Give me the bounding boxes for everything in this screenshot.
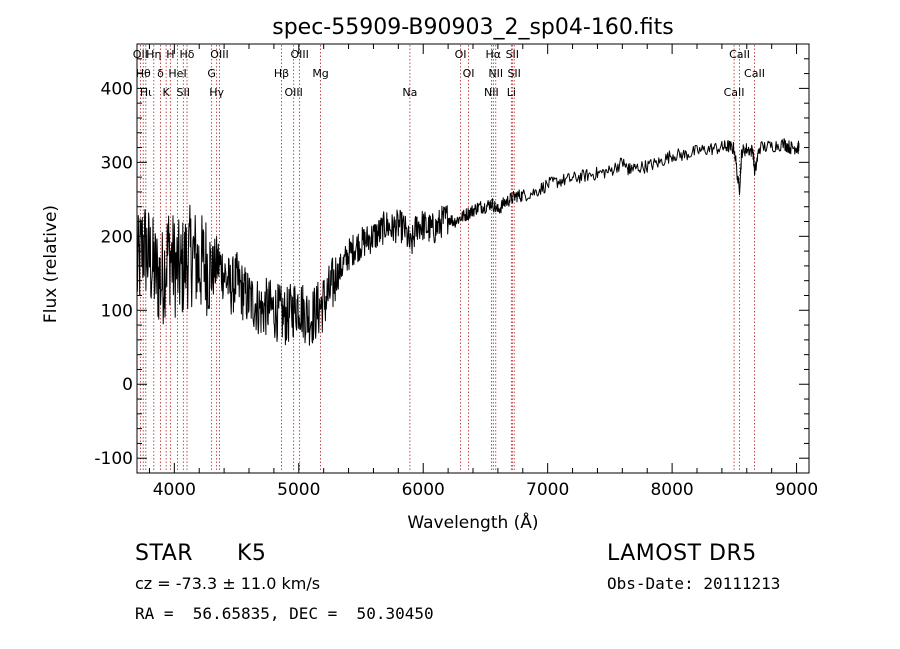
line-label: CaII xyxy=(724,86,745,99)
spectrum-line xyxy=(136,138,800,346)
line-label: Hη xyxy=(146,48,161,61)
spectral-line-labels: OIIHθHιHηδKHHeISIIHδGHγOIIIHβOIIIOIIIMgN… xyxy=(133,48,765,99)
y-tick-label: -100 xyxy=(94,449,133,469)
x-tick-label: 7000 xyxy=(526,480,569,500)
spectrum-chart: spec-55909-B90903_2_sp04-160.fits OIIHθH… xyxy=(41,15,818,533)
line-label: OI xyxy=(455,48,467,61)
x-tick-label: 8000 xyxy=(650,480,693,500)
line-label: Hβ xyxy=(274,67,289,80)
line-label: SII xyxy=(507,67,520,80)
x-tick-labels: 4000 5000 6000 7000 8000 9000 xyxy=(153,480,818,500)
y-tick-label: 0 xyxy=(122,375,133,395)
line-label: NII xyxy=(484,86,499,99)
line-label: Hθ xyxy=(136,67,151,80)
line-label: Hα xyxy=(486,48,502,61)
line-label: Mg xyxy=(312,67,328,80)
x-tick-label: 4000 xyxy=(153,480,196,500)
coordinates-text: RA = 56.65835, DEC = 50.30450 xyxy=(135,604,434,623)
redshift-text: cz = -73.3 ± 11.0 km/s xyxy=(135,574,321,593)
x-tick-label: 6000 xyxy=(402,480,445,500)
line-label: OIII xyxy=(290,48,308,61)
line-label: Na xyxy=(402,86,417,99)
x-tick-label: 5000 xyxy=(277,480,320,500)
axis-ticks xyxy=(137,44,809,473)
y-tick-label: 400 xyxy=(101,79,133,99)
line-label: SII xyxy=(506,48,519,61)
y-tick-labels: -100 0 100 200 300 400 xyxy=(94,79,133,469)
line-label: δ xyxy=(157,67,164,80)
line-label: Li xyxy=(507,86,516,99)
line-label: CaII xyxy=(729,48,750,61)
spectrum-line-group xyxy=(136,138,800,346)
x-tick-label: 9000 xyxy=(775,480,818,500)
line-label: OIII xyxy=(284,86,302,99)
plot-frame xyxy=(136,43,810,474)
object-subclass: K5 xyxy=(237,541,267,566)
line-label: NII xyxy=(488,67,503,80)
line-label: Hδ xyxy=(180,48,195,61)
y-tick-label: 300 xyxy=(101,153,133,173)
line-label: OI xyxy=(463,67,475,80)
obs-date-text: Obs-Date: 20111213 xyxy=(607,574,781,593)
object-class: STAR xyxy=(135,541,194,566)
line-label: Hγ xyxy=(209,86,224,99)
survey-label: LAMOST DR5 xyxy=(607,541,757,566)
line-label: H xyxy=(166,48,174,61)
line-label: K xyxy=(163,86,171,99)
line-label: HeI xyxy=(168,67,186,80)
chart-title: spec-55909-B90903_2_sp04-160.fits xyxy=(272,15,674,40)
y-tick-label: 200 xyxy=(101,227,133,247)
line-label: Hι xyxy=(140,86,152,99)
line-label: SII xyxy=(177,86,190,99)
y-axis-label: Flux (relative) xyxy=(41,205,61,323)
x-axis-label: Wavelength (Å) xyxy=(407,511,538,533)
y-tick-label: 100 xyxy=(101,301,133,321)
line-label: G xyxy=(207,67,216,80)
line-label: CaII xyxy=(744,67,765,80)
line-label: OIII xyxy=(210,48,228,61)
